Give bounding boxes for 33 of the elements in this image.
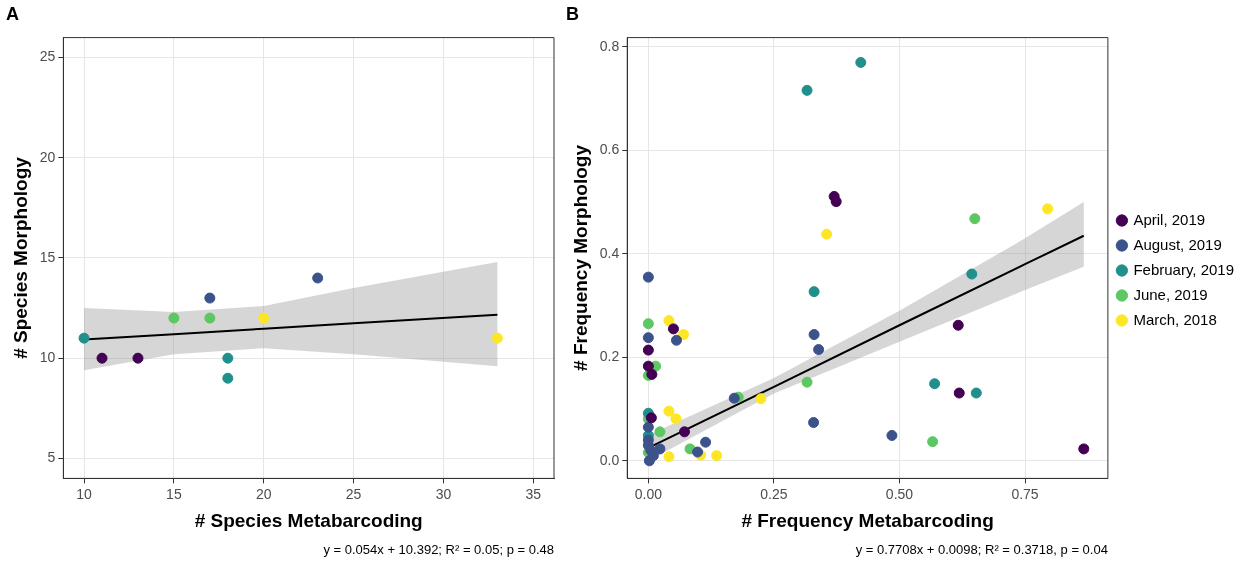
- legend-label: August, 2019: [1133, 235, 1222, 253]
- x-tick-label: 30: [435, 485, 452, 502]
- chart-title: B: [566, 3, 579, 24]
- y-tick-label: 20: [39, 148, 56, 165]
- x-tick-label: 25: [345, 485, 362, 502]
- y-tick-label: 0.0: [599, 451, 620, 468]
- legend-label: June, 2019: [1133, 285, 1208, 303]
- y-tick-label: 10: [39, 349, 56, 366]
- legend-label: April, 2019: [1133, 210, 1206, 228]
- x-tick-label: 0.50: [885, 485, 914, 502]
- x-tick-label: 0.75: [1011, 485, 1039, 502]
- x-tick-label: 35: [525, 485, 542, 502]
- x-axis-title: # Frequency Metabarcoding: [741, 509, 994, 531]
- y-tick-label: 0.4: [599, 244, 620, 261]
- x-tick-label: 15: [166, 485, 182, 502]
- x-tick-label: 20: [255, 485, 272, 502]
- y-tick-label: 25: [39, 48, 56, 65]
- y-axis-title: # Frequency Morphology: [569, 144, 591, 371]
- y-tick-label: 0.8: [599, 37, 620, 54]
- text: y = 0.7708x + 0.0098; R² = 0.3718, p = 0.04: [855, 542, 1108, 558]
- x-tick-label: 0.25: [760, 485, 788, 502]
- text: y = 0.054x + 10.392; R² = 0.05; p = 0.48: [323, 542, 554, 558]
- x-tick-label: 0.00: [634, 485, 663, 502]
- y-axis-title: # Species Morphology: [9, 156, 31, 359]
- y-tick-label: 15: [39, 248, 56, 265]
- legend-label: February, 2019: [1133, 260, 1235, 278]
- y-tick-label: 0.6: [599, 141, 620, 158]
- x-axis-title: # Species Metabarcoding: [194, 509, 423, 531]
- y-tick-label: 5: [47, 449, 56, 466]
- legend-label: March, 2018: [1133, 310, 1217, 328]
- x-tick-label: 10: [76, 485, 93, 502]
- y-tick-label: 0.2: [599, 348, 620, 365]
- chart-title: A: [6, 3, 19, 24]
